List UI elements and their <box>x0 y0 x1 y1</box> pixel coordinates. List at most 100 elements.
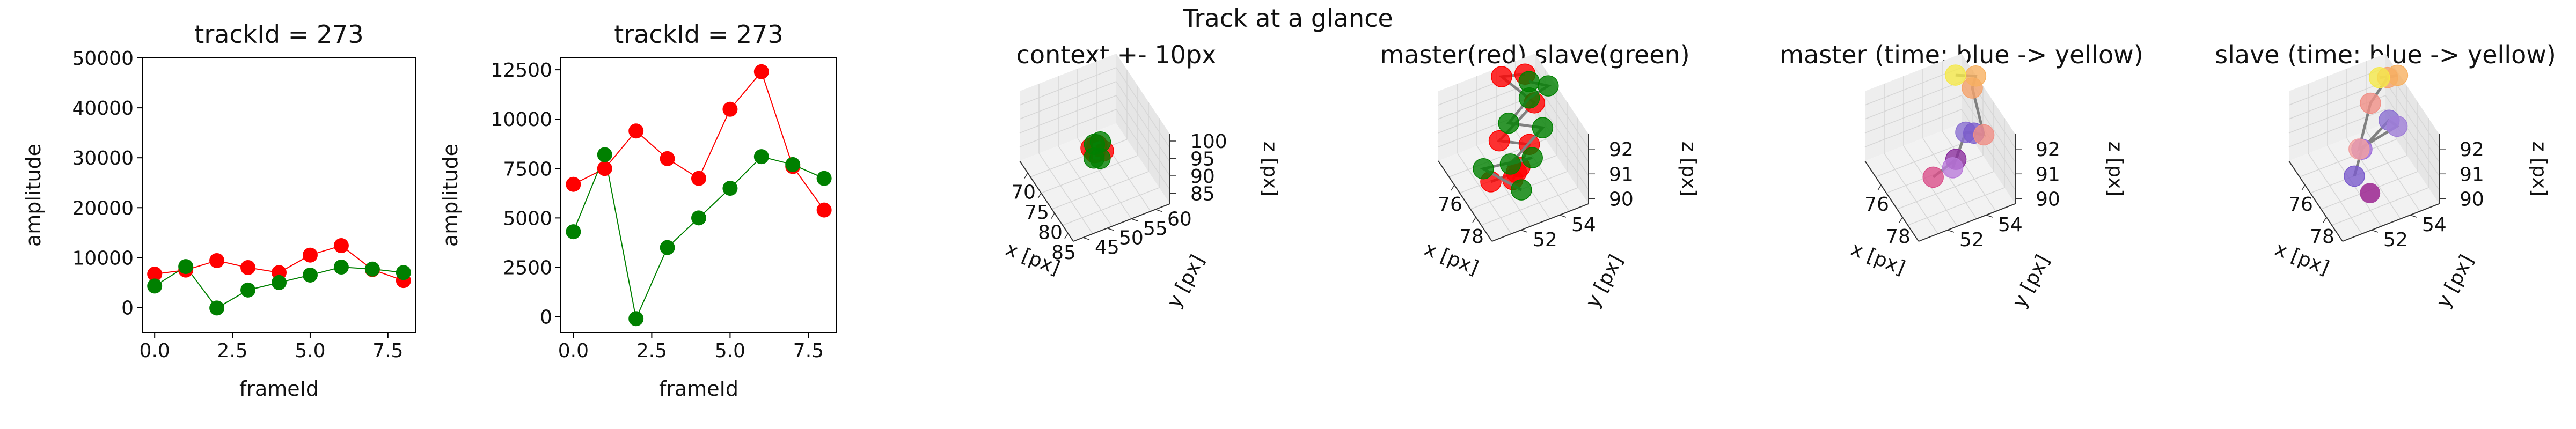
axis-line <box>1864 160 1919 242</box>
grid-line <box>1864 95 1962 134</box>
series-2-point <box>816 171 832 186</box>
grid-line <box>2385 81 2440 162</box>
pane <box>1865 54 1962 161</box>
time-series-point <box>1942 157 1964 179</box>
chart-1-xlabel: frameId <box>239 377 319 401</box>
grid-line <box>2366 130 2420 212</box>
grid-line <box>2288 81 2386 120</box>
axis-line <box>2342 203 2440 242</box>
grid-line <box>2308 153 2362 234</box>
series-1-point <box>816 202 832 218</box>
series-1-point <box>628 123 644 139</box>
x-tick <box>2323 217 2327 223</box>
time-series-point <box>2348 138 2370 160</box>
x-tick-label: 80 <box>1038 222 1063 244</box>
series-2-point <box>1089 147 1111 169</box>
x-tick-label: 78 <box>2310 226 2334 248</box>
z-tick-label: 92 <box>2460 139 2484 161</box>
x-tick <box>1037 193 1042 199</box>
y-tick-label: 10000 <box>491 109 552 131</box>
series-1-point <box>753 64 769 79</box>
grid-line <box>1438 81 1535 120</box>
chart-2-ylabel: amplitude <box>438 144 462 247</box>
grid-line <box>2288 67 2386 106</box>
z-tick-label: 90 <box>1609 189 1634 211</box>
series-2-point <box>178 259 194 275</box>
x-tick-label: 5.0 <box>715 340 745 362</box>
y-tick <box>1155 209 1162 212</box>
y-tick <box>1082 237 1090 240</box>
grid-line <box>1058 145 1113 227</box>
series-2-point <box>1473 158 1494 180</box>
grid-line <box>2385 95 2440 176</box>
x-tick-label: 76 <box>2288 194 2313 216</box>
grid-line <box>1864 81 1962 120</box>
axis-line <box>1918 203 2016 242</box>
pane <box>2289 54 2385 161</box>
series-2-point <box>1518 87 1540 109</box>
y-tick-label: 12500 <box>491 60 552 82</box>
chart-2-ticks: 0.0 2.5 5.0 7.5 0 2500 5000 7500 10000 12500 <box>491 60 824 362</box>
grid-line <box>1942 130 1996 212</box>
y-tick <box>2371 230 2379 233</box>
series-2-point <box>1521 147 1543 168</box>
grid-line <box>1116 109 1170 190</box>
series-2-point <box>272 275 287 290</box>
x-tick <box>1451 184 1455 191</box>
y-tick <box>1986 214 1993 218</box>
z-tick-label: 92 <box>2036 139 2060 161</box>
y-tick-label: 40000 <box>72 98 134 120</box>
series-2-point <box>396 265 411 280</box>
series-1-point <box>147 267 163 282</box>
series-2-point <box>364 261 380 277</box>
x-tick <box>1024 173 1028 179</box>
grid-line <box>2299 139 2397 177</box>
series-2-point <box>240 282 256 298</box>
series-2-point <box>302 267 318 283</box>
z-tick-label: 95 <box>1190 149 1215 171</box>
x-tick <box>1877 184 1882 191</box>
pane <box>2385 54 2439 204</box>
chart-2-title: trackId = 273 <box>614 20 783 49</box>
y-tick-label: 45 <box>1095 236 1119 258</box>
z-tick-label: 85 <box>1190 183 1215 205</box>
y-tick-label: 52 <box>1533 229 1557 251</box>
series-2-point <box>333 260 349 275</box>
series-2-point <box>691 210 706 226</box>
grid-line <box>1907 187 2005 226</box>
series-2-point <box>785 157 801 172</box>
chart-2-plot-area <box>560 57 837 333</box>
series-1-point <box>660 151 675 166</box>
x-tick-label: 2.5 <box>217 340 247 362</box>
series-2-point <box>722 181 738 196</box>
y-tick <box>1107 227 1114 231</box>
y-tick-label: 2500 <box>503 257 552 279</box>
series-2-point <box>660 240 675 255</box>
series-1-point <box>722 101 738 117</box>
y-tick-label: 52 <box>1959 229 1984 251</box>
y-tick-label: 60 <box>1167 209 1192 231</box>
time-series-point <box>1922 166 1944 188</box>
z-tick-label: 91 <box>2460 164 2484 186</box>
time-series-point <box>2386 115 2408 137</box>
series-2-point <box>147 278 163 294</box>
y-tick <box>1520 230 1528 233</box>
amplitude-chart-1: trackId = 273 0.0 2.5 5.0 7.5 0 10000 20000 300… <box>21 20 416 401</box>
z-tick-label: 92 <box>1609 139 1634 161</box>
x-tick-label: 0.0 <box>140 340 170 362</box>
x-tick-label: 85 <box>1051 242 1076 264</box>
y-tick-label: 52 <box>2383 229 2408 251</box>
x-tick-label: 78 <box>1886 226 1911 248</box>
series-1-point <box>566 176 581 192</box>
z-axis-label: z [px] <box>2528 142 2550 197</box>
z-tick-label: 91 <box>1609 164 1634 186</box>
y-tick-label: 54 <box>1571 214 1596 236</box>
pane <box>1020 54 1116 161</box>
x-tick <box>1472 217 1476 223</box>
grid-line <box>1019 109 1117 147</box>
